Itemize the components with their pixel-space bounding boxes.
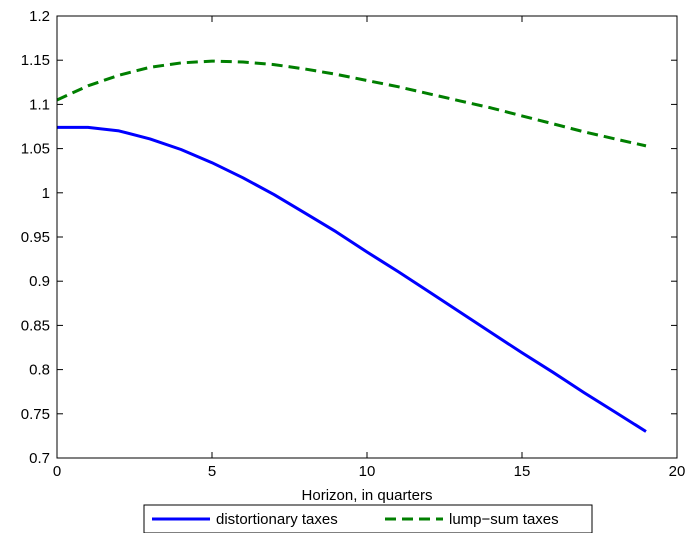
- y-tick-label: 0.85: [21, 317, 50, 334]
- x-tick-label: 15: [514, 463, 531, 480]
- x-tick-label: 0: [53, 463, 61, 480]
- legend: distortionary taxes lump−sum taxes: [143, 504, 593, 533]
- legend-label-distortionary: distortionary taxes: [216, 511, 338, 528]
- y-tick-label: 0.8: [29, 362, 50, 379]
- series-layer: [56, 59, 647, 433]
- lump-sum-taxes-line: [56, 59, 647, 148]
- y-tick-label: 1.15: [21, 52, 50, 69]
- plot-frame: [56, 15, 678, 459]
- y-tick-label: 1: [42, 185, 50, 202]
- y-tick-label: 0.95: [21, 229, 50, 246]
- ticks-layer: 0 5 10 15 20 0.7 0.75 0.8 0.85 0.9 0.95 1 1.05 1.1 1.1…: [21, 8, 686, 480]
- y-tick-label: 0.7: [29, 450, 50, 467]
- x-tick-label: 10: [359, 463, 376, 480]
- y-tick-label: 0.75: [21, 406, 50, 423]
- y-tick-label: 1.05: [21, 141, 50, 158]
- x-tick-label: 20: [669, 463, 686, 480]
- x-axis-label: Horizon, in quarters: [302, 487, 433, 504]
- legend-box: [143, 504, 593, 533]
- x-tick-label: 5: [208, 463, 216, 480]
- y-tick-label: 1.1: [29, 96, 50, 113]
- y-tick-label: 0.9: [29, 273, 50, 290]
- legend-label-lump-sum: lump−sum taxes: [449, 511, 559, 528]
- y-tick-label: 1.2: [29, 8, 50, 25]
- distortionary-taxes-line: [57, 125, 647, 433]
